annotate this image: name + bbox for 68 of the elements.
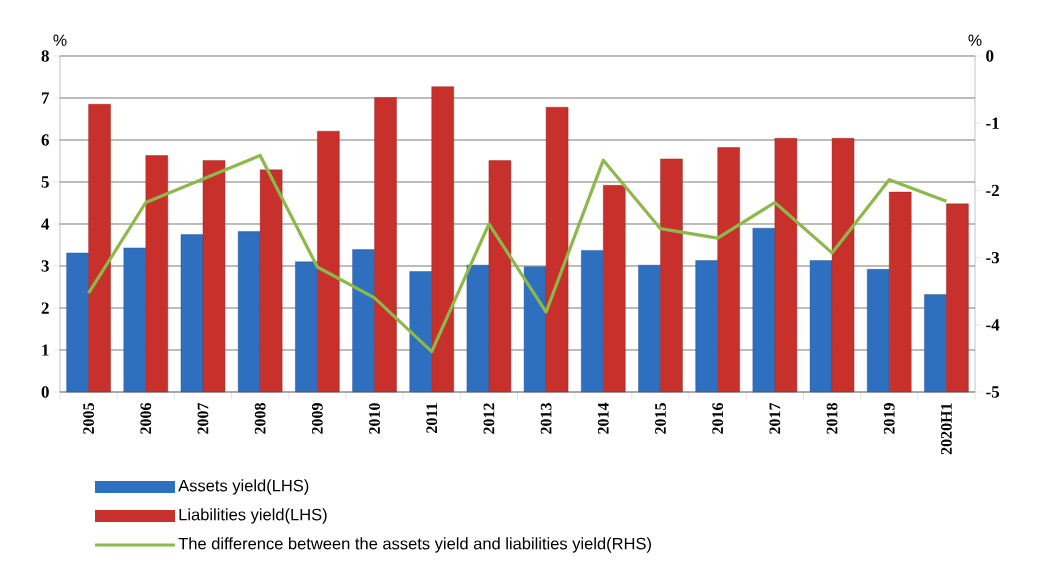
y2-axis-title: % [968,34,982,46]
bar [145,155,168,393]
bar [924,294,947,393]
bar [523,266,547,393]
x-tick-label: 2012 [483,403,495,434]
y-tick-label: 2 [41,302,49,314]
bar [717,147,740,393]
bar [603,185,626,393]
y-tick-label: 1 [42,344,49,356]
bar [809,260,833,393]
bar [867,269,890,393]
bar [946,203,969,393]
x-tick-label: 2005 [83,403,94,434]
bar [259,169,283,393]
x-tick-label: 2020H1 [941,403,952,455]
x-tick-label: 2006 [140,402,152,434]
x-tick-label: 2017 [769,402,781,434]
bar [431,86,454,393]
bar [660,158,683,393]
bar [695,260,718,393]
x-tick-label: 2007 [197,402,209,434]
x-tick-label: 2015 [655,403,666,434]
bar [123,247,146,393]
y2-tick-label: -4 [986,319,1000,331]
bar [545,107,569,393]
bar [774,138,798,393]
bar [352,249,375,393]
y2-tick-label: -3 [986,251,1000,264]
legend-label: The difference between the assets yield and liabilities yield(RHS) [178,537,651,553]
y-tick-label: 3 [41,260,49,272]
bar [88,104,111,393]
bar [317,130,340,393]
x-tick-label: 2014 [597,402,609,434]
x-tick-label: 2011 [426,403,438,433]
y2-tick-label: -2 [986,184,999,197]
x-tick-label: 2019 [883,403,895,434]
y-tick-label: 0 [41,386,49,398]
y-tick-label: 4 [41,218,50,230]
y2-tick-label: 0 [986,50,994,62]
bar [488,160,512,393]
x-tick-label: 2018 [826,403,838,434]
bar [180,234,204,393]
x-tick-label: 2009 [311,403,323,434]
bar [202,160,226,393]
bar [581,250,604,393]
y2-tick-label: -5 [986,386,1000,398]
bar [237,231,261,393]
x-tick-label: 2013 [540,403,552,434]
legend-label: Assets yield(LHS) [178,479,309,495]
x-tick-label: 2010 [369,403,380,434]
y-axis-title: % [53,34,67,46]
x-tick-label: 2016 [712,402,724,434]
x-tick-label: 2008 [254,403,266,434]
y-tick-label: 8 [41,50,49,62]
y-tick-label: 5 [41,176,49,188]
bar [889,191,912,393]
bar [295,261,318,393]
y-tick-label: 6 [41,134,49,146]
bar [752,228,776,393]
y-tick-label: 7 [41,92,50,104]
bar [374,97,397,393]
bar [831,138,855,393]
bar [466,264,490,393]
bar [638,264,661,393]
legend-label: Liabilities yield(LHS) [179,508,327,524]
bar [66,252,89,393]
bar [409,271,432,393]
y2-tick-label: -1 [986,117,999,129]
